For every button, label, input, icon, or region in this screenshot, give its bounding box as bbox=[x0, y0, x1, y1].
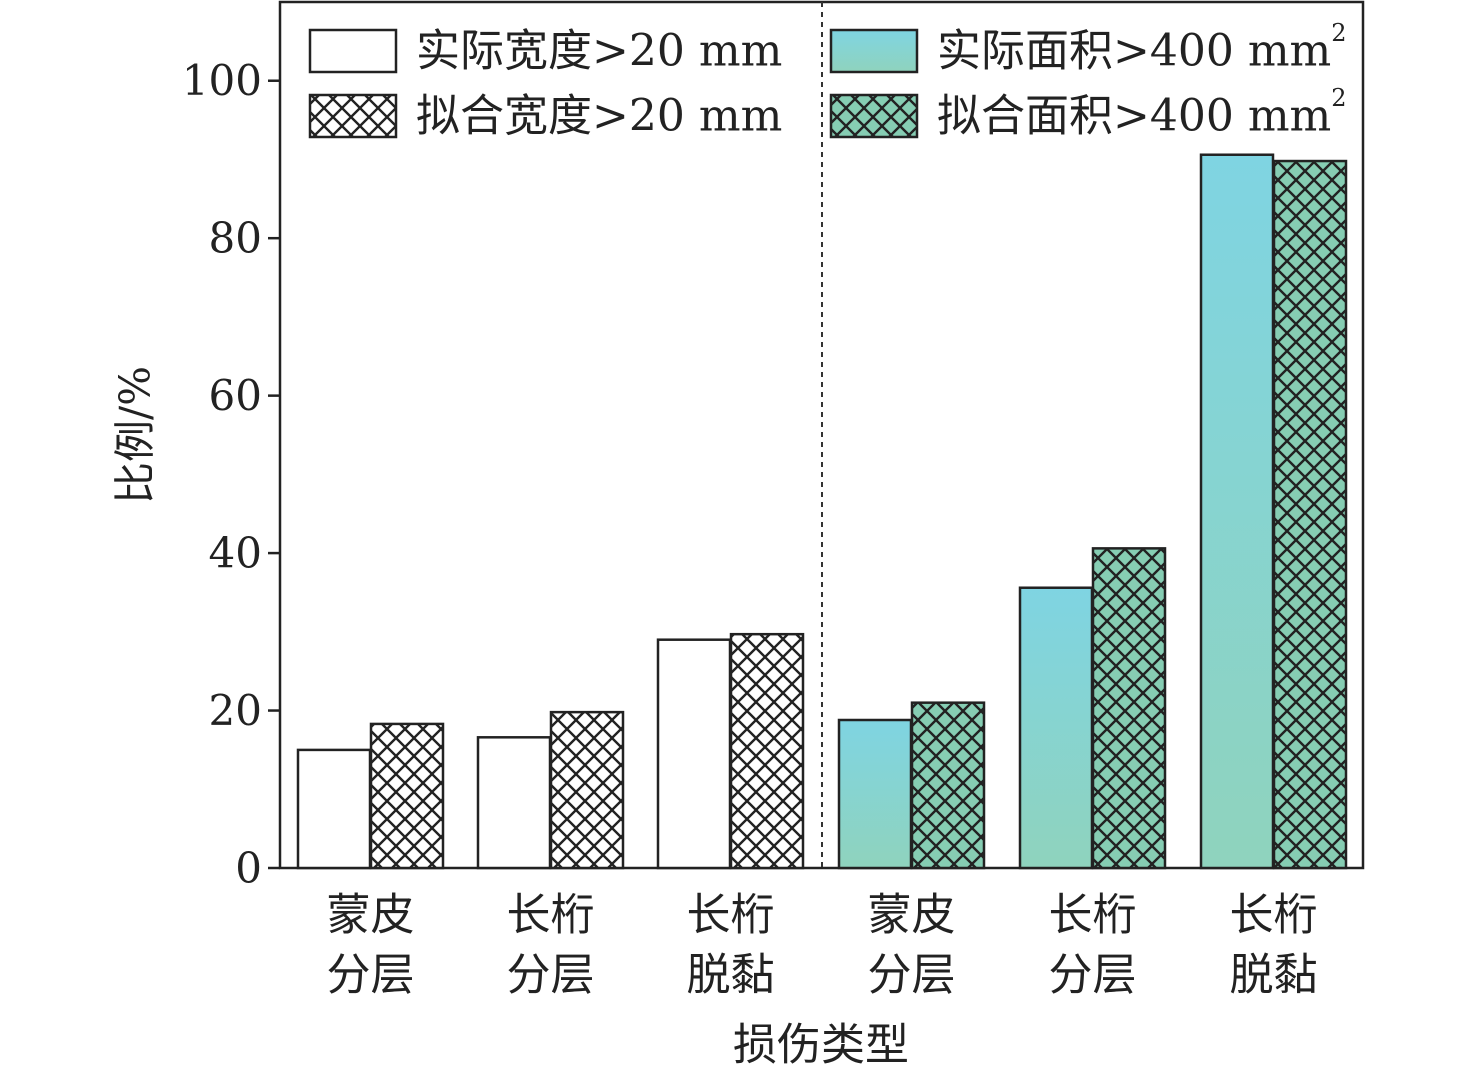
y-tick-label: 20 bbox=[209, 686, 262, 735]
x-tick-label: 脱黏 bbox=[687, 950, 775, 1001]
x-axis-label: 损伤类型 bbox=[733, 1020, 909, 1071]
x-tick-label: 长桁 bbox=[687, 890, 775, 941]
bar bbox=[837, 718, 913, 870]
y-tick-label: 80 bbox=[209, 214, 262, 263]
bar bbox=[1199, 153, 1275, 870]
legend-label: 拟合宽度>20 mm bbox=[416, 91, 782, 142]
x-tick-label: 长桁 bbox=[1049, 890, 1137, 941]
x-tick-label: 分层 bbox=[327, 950, 415, 1001]
x-tick-label: 蒙皮 bbox=[868, 890, 956, 941]
bar bbox=[369, 722, 445, 870]
bar bbox=[476, 736, 552, 870]
y-tick-label: 40 bbox=[209, 529, 262, 578]
legend-label: 实际宽度>20 mm bbox=[416, 26, 782, 77]
legend-swatch bbox=[308, 28, 398, 74]
legend-swatch bbox=[829, 93, 919, 139]
x-tick-label: 长桁 bbox=[1230, 890, 1318, 941]
x-tick-label: 蒙皮 bbox=[327, 890, 415, 941]
bar bbox=[1018, 586, 1094, 870]
y-axis-label: 比例/% bbox=[111, 366, 160, 504]
x-tick-label: 分层 bbox=[1049, 950, 1137, 1001]
y-tick-label: 60 bbox=[209, 371, 262, 420]
y-tick-label: 0 bbox=[235, 844, 262, 893]
legend-label-superscript: 2 bbox=[1331, 19, 1346, 47]
bar bbox=[1091, 547, 1167, 870]
bar bbox=[910, 701, 986, 870]
x-tick-label: 分层 bbox=[868, 950, 956, 1001]
legend-label-superscript: 2 bbox=[1331, 84, 1346, 112]
bar bbox=[296, 748, 372, 870]
legend-label: 拟合面积>400 mm2 bbox=[937, 84, 1347, 142]
bar bbox=[1272, 159, 1348, 870]
x-tick-label: 脱黏 bbox=[1230, 950, 1318, 1001]
legend-label: 实际面积>400 mm2 bbox=[937, 19, 1347, 77]
y-tick-label: 100 bbox=[182, 56, 262, 105]
x-tick-label: 长桁 bbox=[507, 890, 595, 941]
bar bbox=[549, 710, 625, 870]
bar bbox=[656, 638, 732, 870]
x-tick-label: 分层 bbox=[507, 950, 595, 1001]
legend-swatch bbox=[308, 93, 398, 139]
bar bbox=[729, 632, 805, 870]
legend-swatch bbox=[829, 28, 919, 74]
